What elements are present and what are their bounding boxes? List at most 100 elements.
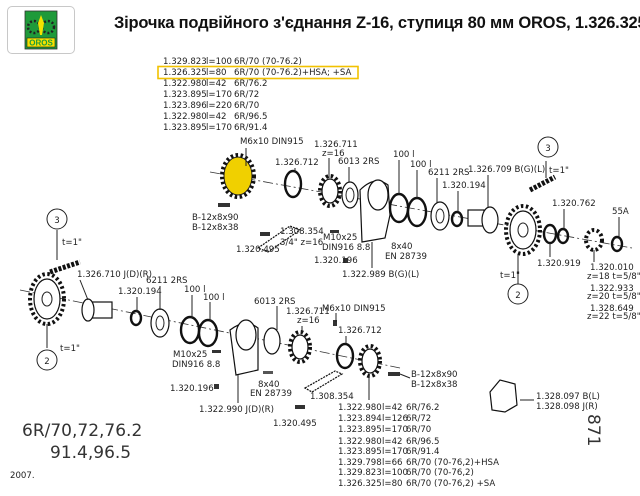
part-label: t=1" bbox=[500, 271, 520, 281]
table-cell: l=42 bbox=[206, 79, 227, 89]
part-label: M6x10 DIN915 bbox=[322, 304, 386, 314]
sprocket-1.322.980 bbox=[358, 344, 382, 378]
sprocket-1.326.711 bbox=[318, 174, 342, 208]
sprocket-t1-left bbox=[28, 272, 66, 326]
table-cell: l=66 bbox=[382, 458, 403, 468]
table-cell: 1.323.895 bbox=[163, 123, 207, 133]
table-cell: 1.323.894 bbox=[338, 414, 382, 424]
table-cell: 1.329.823 bbox=[338, 468, 382, 478]
table-cell: 6R/91.4 bbox=[234, 123, 267, 133]
table-cell: 1.322.980 bbox=[338, 403, 382, 413]
part-label: 100 l bbox=[184, 285, 206, 295]
table-cell: 1.326.325 bbox=[163, 68, 207, 78]
chain-1.308.354 bbox=[256, 225, 302, 253]
part-label: EN 28739 bbox=[250, 389, 292, 399]
part-label: 1.326.712 bbox=[338, 326, 382, 336]
part-label: 1.326.711 bbox=[286, 307, 330, 317]
part-label: z=22 t=5/8" bbox=[587, 312, 640, 322]
table-cell: 1.322.980 bbox=[163, 112, 207, 122]
bearing-6013-left bbox=[263, 327, 281, 355]
table-cell: 1.323.896 bbox=[163, 101, 207, 111]
table-cell: l=80 bbox=[206, 68, 227, 78]
svg-text:3: 3 bbox=[54, 216, 59, 226]
part-label: 1.320.194 bbox=[118, 287, 162, 297]
part-label: z=18 t=5/8" bbox=[587, 272, 640, 282]
part-label: 1.328.649 bbox=[590, 304, 634, 314]
part-labels: M6x10 DIN915 1.326.711 z=16 1.326.712 60… bbox=[60, 137, 640, 429]
nut bbox=[343, 258, 348, 263]
part-label: M6x10 DIN915 bbox=[240, 137, 304, 147]
table-cell: 1.322.980 bbox=[163, 79, 207, 89]
table-cell: l=170 bbox=[382, 447, 408, 457]
part-label: z=20 t=5/8" bbox=[587, 292, 640, 302]
year-label: 2007. bbox=[10, 471, 35, 481]
table-cell: 1.322.980 bbox=[338, 437, 382, 447]
part-label: 55A bbox=[612, 207, 629, 217]
table-cell: 6R/76.2 bbox=[234, 79, 267, 89]
part-label: 6211 2RS bbox=[428, 168, 470, 178]
table-cell: 6R/96.5 bbox=[406, 437, 439, 447]
part-label: 100 l bbox=[203, 293, 225, 303]
guard-1.328.097 bbox=[489, 379, 518, 413]
highlighted-sprocket bbox=[223, 156, 253, 196]
table-cell: 6R/72 bbox=[234, 90, 259, 100]
ring-1.320.194-left bbox=[129, 309, 143, 327]
part-label: t=1" bbox=[549, 166, 569, 176]
part-label: B-12x8x38 bbox=[411, 380, 458, 390]
part-label: 1.328.097 B(L) bbox=[536, 392, 600, 402]
table-cell: 6R/70 bbox=[406, 425, 431, 435]
svg-text:2: 2 bbox=[515, 291, 520, 301]
table-cell: 6R/70 (70-76.2) bbox=[234, 57, 302, 67]
part-label: 1.326.710 J(D)(R) bbox=[77, 270, 152, 280]
sprocket-hub bbox=[321, 178, 339, 204]
part-label: 1.320.919 bbox=[537, 259, 581, 269]
part-label: z=16 bbox=[322, 149, 345, 159]
table-cell: 6R/70 (70-76,2) +SA bbox=[406, 479, 495, 489]
callout-3-lower: 3 bbox=[46, 208, 68, 230]
logo-text: OROS bbox=[29, 39, 53, 48]
table-cell: 1.323.895 bbox=[338, 447, 382, 457]
table-cell: 6R/72 bbox=[406, 414, 431, 424]
part-label: DIN916 8.8 bbox=[322, 243, 370, 253]
part-label: 1.320.495 bbox=[273, 419, 317, 429]
sizes-line-2: 91.4,96.5 bbox=[50, 443, 131, 463]
part-label: 1.320.762 bbox=[552, 199, 596, 209]
sprocket-1.320.010 bbox=[584, 228, 604, 252]
upper-assembly bbox=[218, 148, 624, 284]
bottom-parts-table: 1.322.980 l=42 6R/76.2 1.323.894 l=1266R/72… bbox=[338, 403, 499, 489]
table-cell: l=220 bbox=[206, 101, 232, 111]
sizes-line-1: 6R/70,72,76.2 bbox=[22, 421, 142, 441]
part-label: t=1" bbox=[60, 344, 80, 354]
chain-1.308.354-left bbox=[303, 370, 344, 393]
top-parts-table: 1.329.823 l=100 6R/70 (70-76.2) 1.326.325 l… bbox=[163, 57, 351, 133]
part-label: 1.308.354 bbox=[280, 227, 324, 237]
table-cell: l=42 bbox=[206, 112, 227, 122]
oros-logo: OROS bbox=[7, 6, 75, 54]
ring-100l bbox=[406, 196, 428, 228]
bearing-6211 bbox=[430, 201, 450, 231]
part-label: M10x25 bbox=[173, 350, 207, 360]
part-label: DIN916 8.8 bbox=[172, 360, 220, 370]
part-label: 1.328.098 J(R) bbox=[536, 402, 598, 412]
part-label: 100 l bbox=[410, 160, 432, 170]
page-title: Зірочка подвійного з'єднання Z-16, ступи… bbox=[114, 14, 640, 32]
screw bbox=[330, 230, 339, 233]
part-label: 1.308.354 bbox=[310, 392, 354, 402]
part-label: 1.320.495 bbox=[236, 245, 280, 255]
part-label: 1.320.194 bbox=[442, 181, 486, 191]
table-cell: 1.329.798 bbox=[338, 458, 382, 468]
table-cell: 6R/70 (70-76.2)+HSA; +SA bbox=[234, 68, 351, 78]
table-cell: 1.329.823 bbox=[163, 57, 207, 67]
sprocket-t1 bbox=[504, 204, 542, 256]
callout-2-lower: 2 bbox=[36, 349, 58, 371]
page-number: 871 bbox=[583, 414, 603, 446]
part-label: 3/4" z=16 bbox=[280, 238, 323, 248]
sprocket-1.326.711-left bbox=[288, 330, 312, 364]
ring-1.326.712 bbox=[283, 169, 303, 199]
lower-assembly bbox=[28, 230, 534, 413]
table-cell: l=42 bbox=[382, 437, 403, 447]
part-label: z=16 bbox=[297, 316, 320, 326]
part-label: 1.320.196 bbox=[314, 256, 358, 266]
part-label: 1.322.933 bbox=[590, 284, 634, 294]
